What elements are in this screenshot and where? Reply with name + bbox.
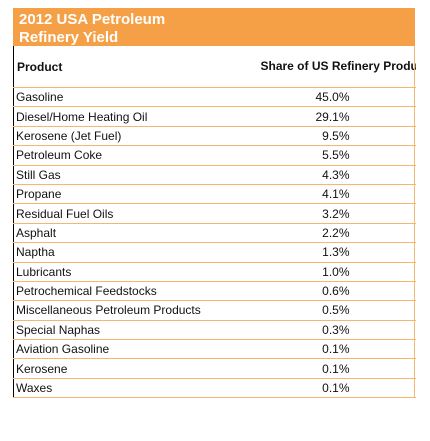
share-cell[interactable]: 29.1% — [257, 106, 416, 127]
table-title: 2012 USA Petroleum Refinery Yield — [13, 8, 231, 46]
share-cell[interactable]: 0.1% — [257, 339, 416, 360]
yield-table-grid: Product Share of US Refinery Production … — [13, 46, 416, 399]
table-row: Lubricants 1.0% — [13, 262, 416, 282]
product-cell[interactable]: Asphalt — [13, 223, 258, 244]
product-cell[interactable]: Special Naphas — [13, 320, 258, 341]
share-cell[interactable]: 1.0% — [257, 262, 416, 282]
table-right-border — [414, 46, 415, 399]
table-row: Propane 4.1% — [13, 184, 416, 205]
share-cell[interactable]: 3.2% — [257, 203, 416, 224]
product-cell[interactable]: Diesel/Home Heating Oil — [13, 106, 258, 127]
product-cell[interactable]: Petroleum Coke — [13, 145, 258, 166]
table-row: Special Naphas 0.3% — [13, 320, 416, 341]
share-cell[interactable]: 4.3% — [257, 165, 416, 185]
table-row: Aviation Gasoline 0.1% — [13, 339, 416, 360]
share-cell[interactable]: 45.0% — [257, 87, 416, 108]
table-row: Miscellaneous Petroleum Products 0.5% — [13, 300, 416, 321]
table-row: Still Gas 4.3% — [13, 165, 416, 185]
table-row: Kerosene 0.1% — [13, 358, 416, 379]
share-cell[interactable]: 2.2% — [257, 223, 416, 244]
product-cell[interactable]: Kerosene (Jet Fuel) — [13, 126, 258, 147]
product-cell[interactable]: Miscellaneous Petroleum Products — [13, 300, 258, 321]
share-cell[interactable]: 9.5% — [257, 126, 416, 147]
share-cell[interactable]: 0.6% — [257, 281, 416, 302]
product-cell[interactable]: Naptha — [13, 242, 258, 263]
product-cell[interactable]: Still Gas — [13, 165, 258, 185]
header-row: Product Share of US Refinery Production — [13, 46, 416, 88]
table-row: Residual Fuel Oils 3.2% — [13, 203, 416, 224]
product-cell[interactable]: Kerosene — [13, 358, 258, 379]
product-cell[interactable]: Aviation Gasoline — [13, 339, 258, 360]
table-row: Petrochemical Feedstocks 0.6% — [13, 281, 416, 302]
share-column-header[interactable]: Share of US Refinery Production — [257, 46, 416, 88]
product-cell[interactable]: Petrochemical Feedstocks — [13, 281, 258, 302]
product-cell[interactable]: Gasoline — [13, 87, 258, 108]
table-row: Gasoline 45.0% — [13, 87, 416, 108]
share-cell[interactable]: 1.3% — [257, 242, 416, 263]
share-cell[interactable]: 4.1% — [257, 184, 416, 205]
table-row: Asphalt 2.2% — [13, 223, 416, 244]
table-row: Waxes 0.1% — [13, 378, 416, 399]
product-column-header[interactable]: Product — [13, 46, 258, 88]
share-cell[interactable]: 0.1% — [257, 378, 416, 399]
share-cell[interactable]: 0.1% — [257, 358, 416, 379]
table-row: Diesel/Home Heating Oil 29.1% — [13, 106, 416, 127]
table-row: Kerosene (Jet Fuel) 9.5% — [13, 126, 416, 147]
share-cell[interactable]: 5.5% — [257, 145, 416, 166]
table-row: Petroleum Coke 5.5% — [13, 145, 416, 166]
product-cell[interactable]: Residual Fuel Oils — [13, 203, 258, 224]
table-row: Naptha 1.3% — [13, 242, 416, 263]
product-cell[interactable]: Lubricants — [13, 262, 258, 282]
product-cell[interactable]: Waxes — [13, 378, 258, 399]
title-bar-background — [231, 8, 415, 46]
product-cell[interactable]: Propane — [13, 184, 258, 205]
share-cell[interactable]: 0.5% — [257, 300, 416, 321]
share-cell[interactable]: 0.3% — [257, 320, 416, 341]
refinery-yield-table: 2012 USA Petroleum Refinery Yield Produc… — [13, 8, 416, 399]
